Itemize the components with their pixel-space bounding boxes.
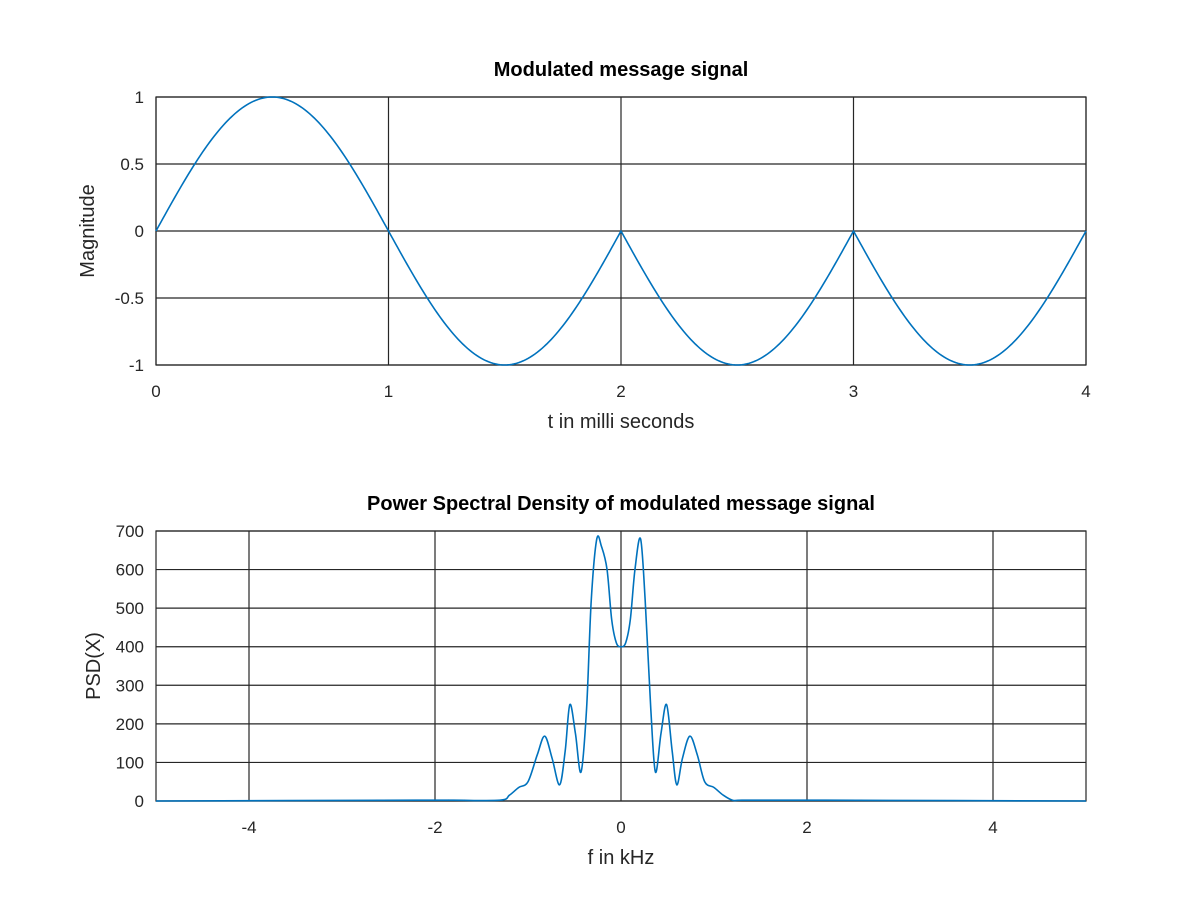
x-tick-label: 2 [802, 818, 811, 837]
y-tick-label: 0.5 [120, 155, 144, 174]
y-tick-label: 0 [135, 792, 144, 811]
y-axis-label: Magnitude [77, 184, 99, 277]
x-axis-label: t in milli seconds [548, 411, 695, 433]
y-tick-label: -1 [129, 356, 144, 375]
y-tick-label: 100 [116, 753, 144, 772]
chart-title: Modulated message signal [494, 59, 749, 81]
axes-time-domain: 0 1 2 3 4 -1 -0.5 0 0.5 1 Modulated message signa… [77, 59, 1091, 433]
x-tick-label: 2 [616, 382, 625, 401]
y-tick-label: 400 [116, 638, 144, 657]
x-axis-label: f in kHz [588, 847, 655, 869]
chart-title: Power Spectral Density of modulated mess… [367, 493, 875, 515]
y-tick-label: 500 [116, 599, 144, 618]
y-tick-label: 700 [116, 522, 144, 541]
x-tick-label: 3 [849, 382, 858, 401]
x-tick-label: 0 [616, 818, 625, 837]
axes-psd: -4 -2 0 2 4 0 100 200 300 400 500 600 700 Power Spec… [83, 493, 1087, 869]
series-line [155, 96, 1087, 366]
x-tick-label: -4 [241, 818, 256, 837]
x-tick-label: 1 [384, 382, 393, 401]
x-tick-label: 0 [151, 382, 160, 401]
x-tick-label: -2 [427, 818, 442, 837]
y-tick-label: -0.5 [115, 289, 144, 308]
y-tick-label: 1 [135, 88, 144, 107]
y-axis-label: PSD(X) [83, 632, 105, 700]
series-line [155, 535, 1087, 802]
y-tick-label: 300 [116, 676, 144, 695]
y-tick-label: 0 [135, 222, 144, 241]
x-tick-label: 4 [1081, 382, 1090, 401]
y-tick-label: 200 [116, 715, 144, 734]
plot-frame [155, 530, 1087, 802]
y-tick-label: 600 [116, 561, 144, 580]
x-tick-label: 4 [988, 818, 997, 837]
